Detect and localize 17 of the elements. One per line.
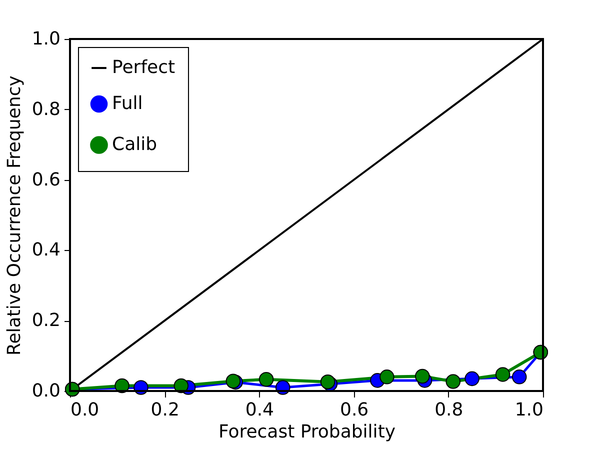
legend-label: Full (112, 93, 143, 114)
x-tick-label: 0.4 (245, 400, 274, 420)
y-tick-label: 0.0 (32, 380, 60, 402)
y-tick-label: 0.4 (32, 240, 60, 261)
legend-label: Perfect (112, 57, 176, 78)
x-tick-label: 1.0 (514, 400, 544, 420)
x-axis-title: Forecast Probability (218, 422, 396, 442)
x-tick-label: 0.0 (70, 400, 100, 420)
x-tick-label: 0.6 (340, 400, 369, 420)
y-tick-label: 0.2 (32, 310, 60, 332)
y-tick-label: 0.8 (32, 98, 60, 120)
x-tick-label: 0.8 (434, 400, 464, 420)
legend-label: Calib (112, 134, 158, 155)
y-tick-label: 1.0 (32, 28, 60, 50)
x-tick-label: 0.2 (150, 400, 180, 420)
y-axis-title: Relative Occurrence Frequency (4, 75, 25, 356)
y-tick-label: 0.6 (32, 169, 60, 190)
